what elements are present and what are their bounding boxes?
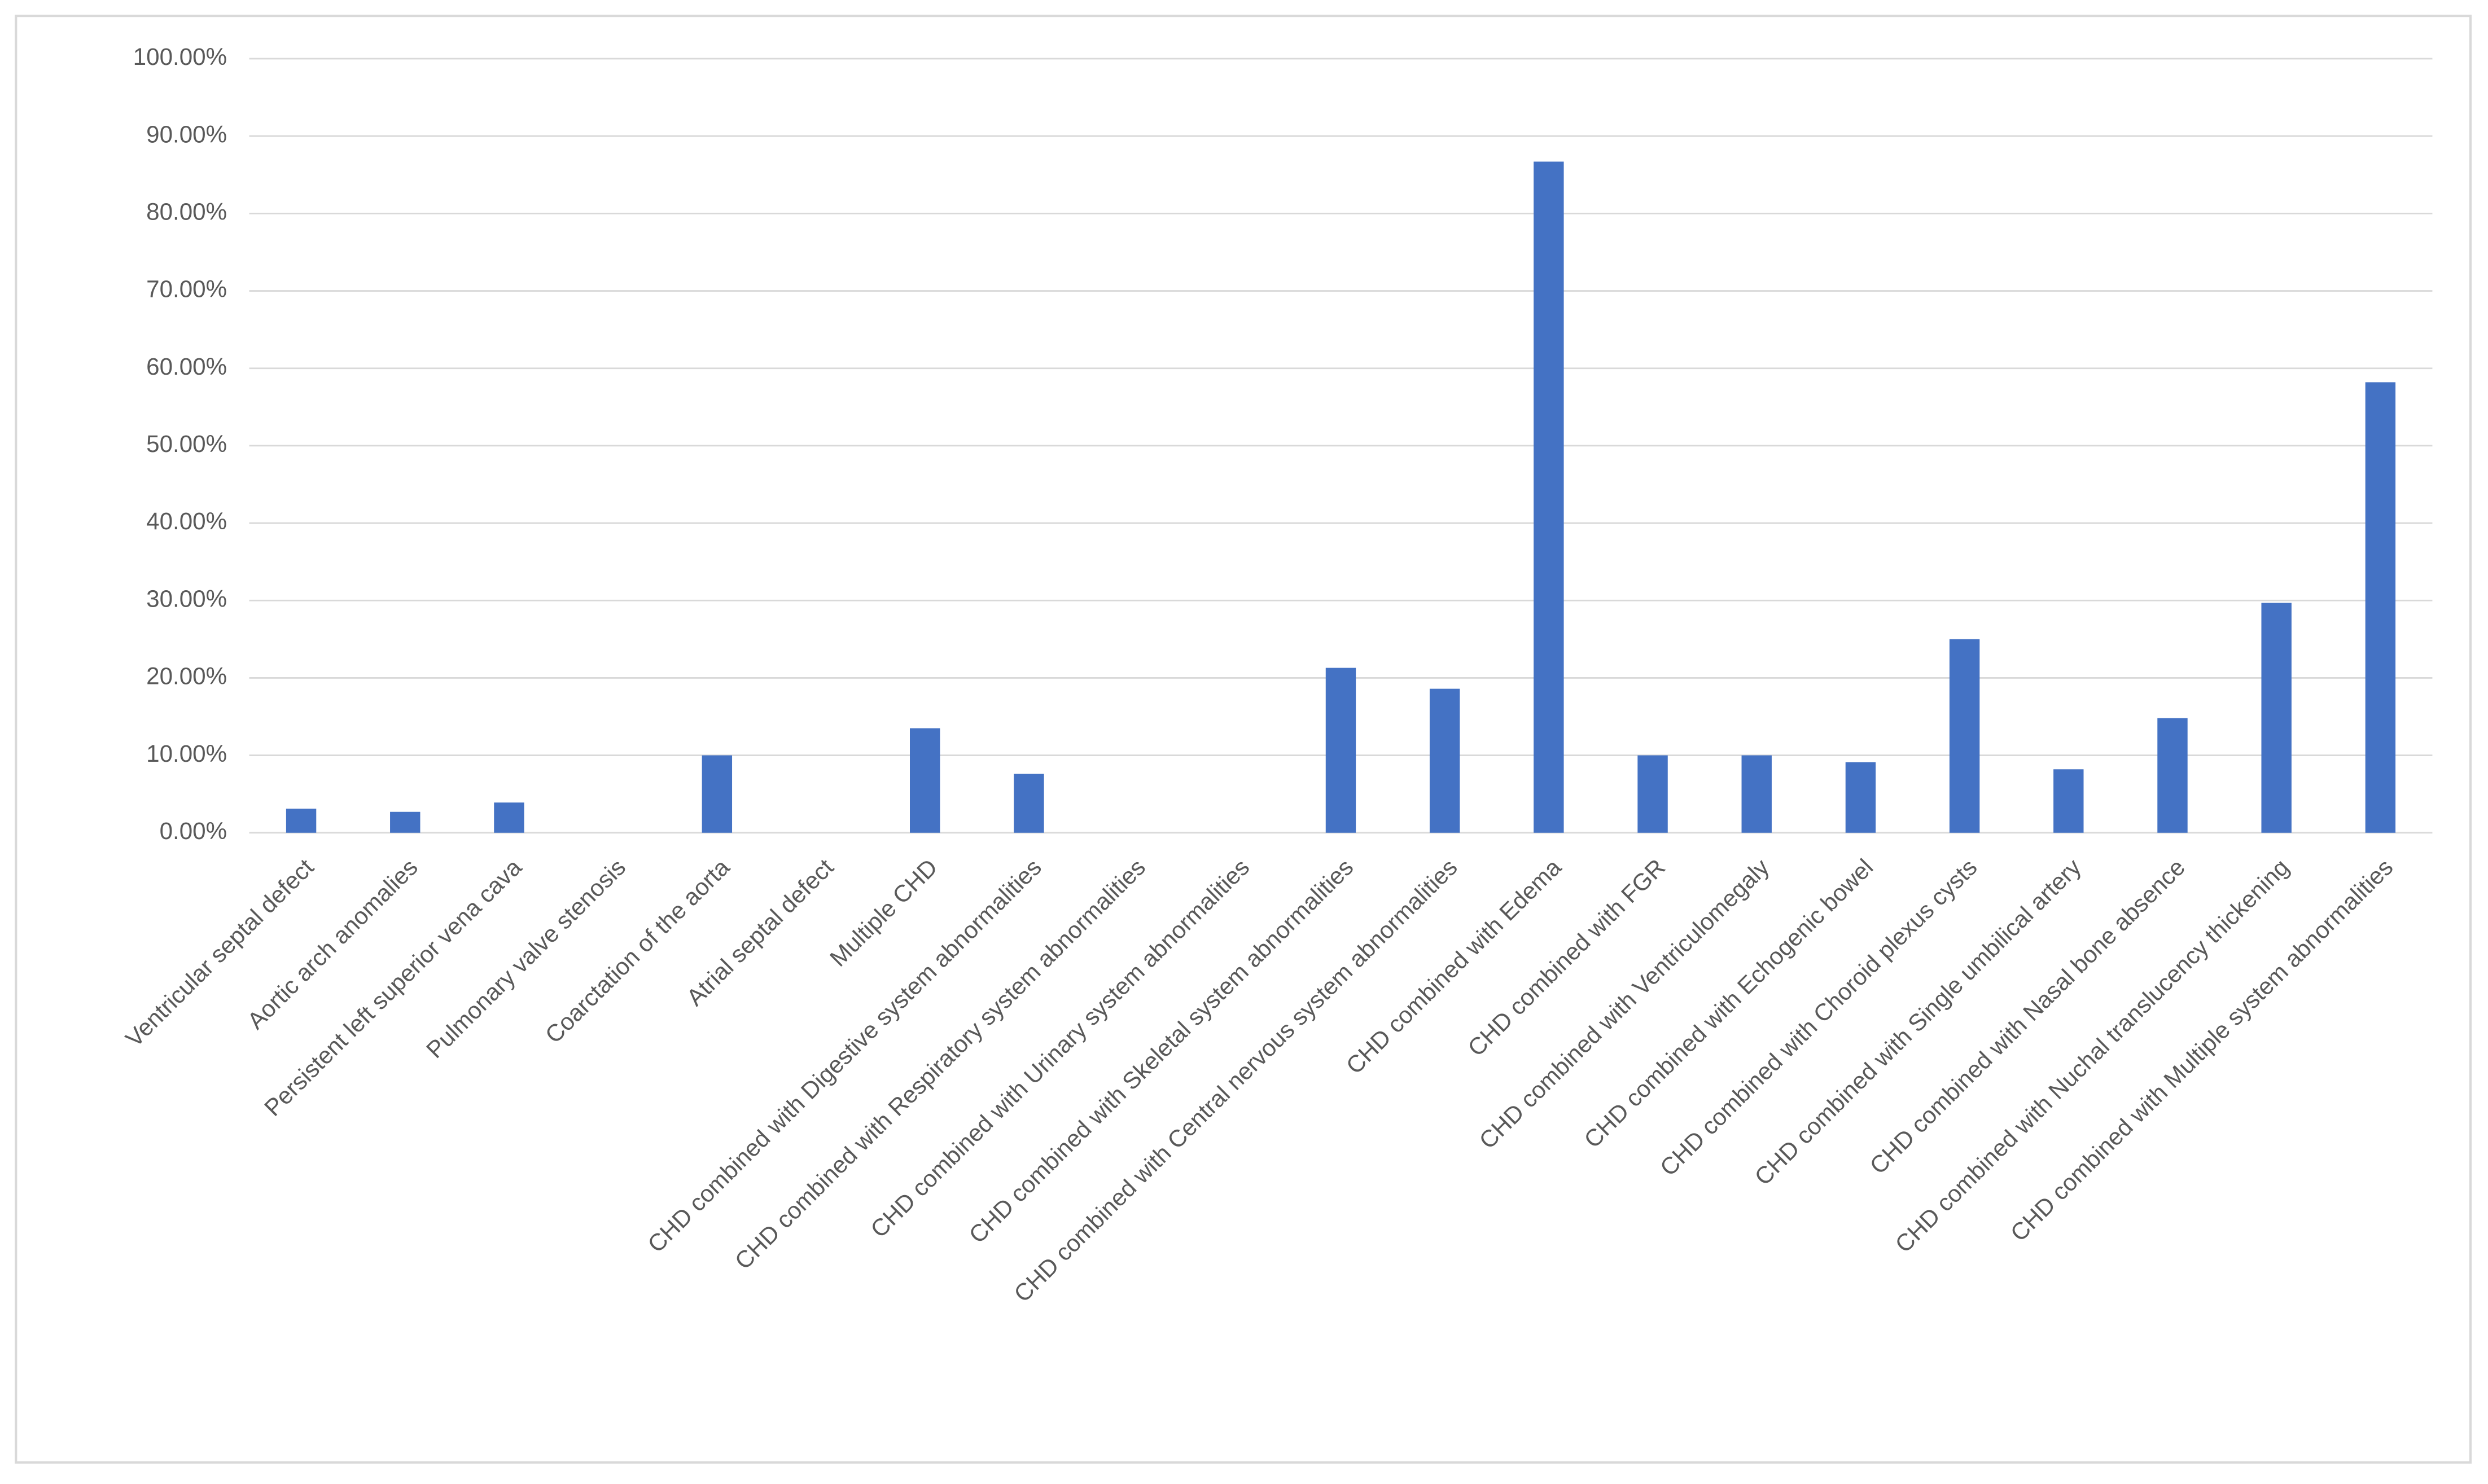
chart-border xyxy=(15,15,2472,1464)
y-tick-label: 60.00% xyxy=(146,353,227,380)
bar xyxy=(1534,161,1564,833)
bar xyxy=(2053,769,2084,833)
y-tick-label: 80.00% xyxy=(146,199,227,225)
bar xyxy=(702,755,733,833)
y-tick-label: 20.00% xyxy=(146,663,227,690)
bar xyxy=(1325,668,1356,833)
bar xyxy=(2157,718,2188,833)
y-tick-label: 100.00% xyxy=(133,43,227,70)
bar xyxy=(2261,603,2292,833)
bar xyxy=(494,802,524,833)
y-tick-label: 10.00% xyxy=(146,740,227,767)
y-tick-label: 90.00% xyxy=(146,121,227,147)
y-tick-label: 40.00% xyxy=(146,508,227,534)
y-tick-label: 70.00% xyxy=(146,276,227,302)
y-tick-label: 50.00% xyxy=(146,431,227,457)
bar xyxy=(1845,762,1876,833)
y-tick-label: 0.00% xyxy=(160,818,227,844)
bar xyxy=(910,728,940,833)
bar xyxy=(1637,755,1668,833)
bar xyxy=(1949,639,1980,833)
bar xyxy=(1429,688,1460,833)
bar xyxy=(286,809,317,833)
bar xyxy=(1014,774,1044,833)
bar xyxy=(390,811,420,833)
y-tick-label: 30.00% xyxy=(146,585,227,612)
bar xyxy=(2365,382,2396,833)
bar xyxy=(1741,755,1772,833)
